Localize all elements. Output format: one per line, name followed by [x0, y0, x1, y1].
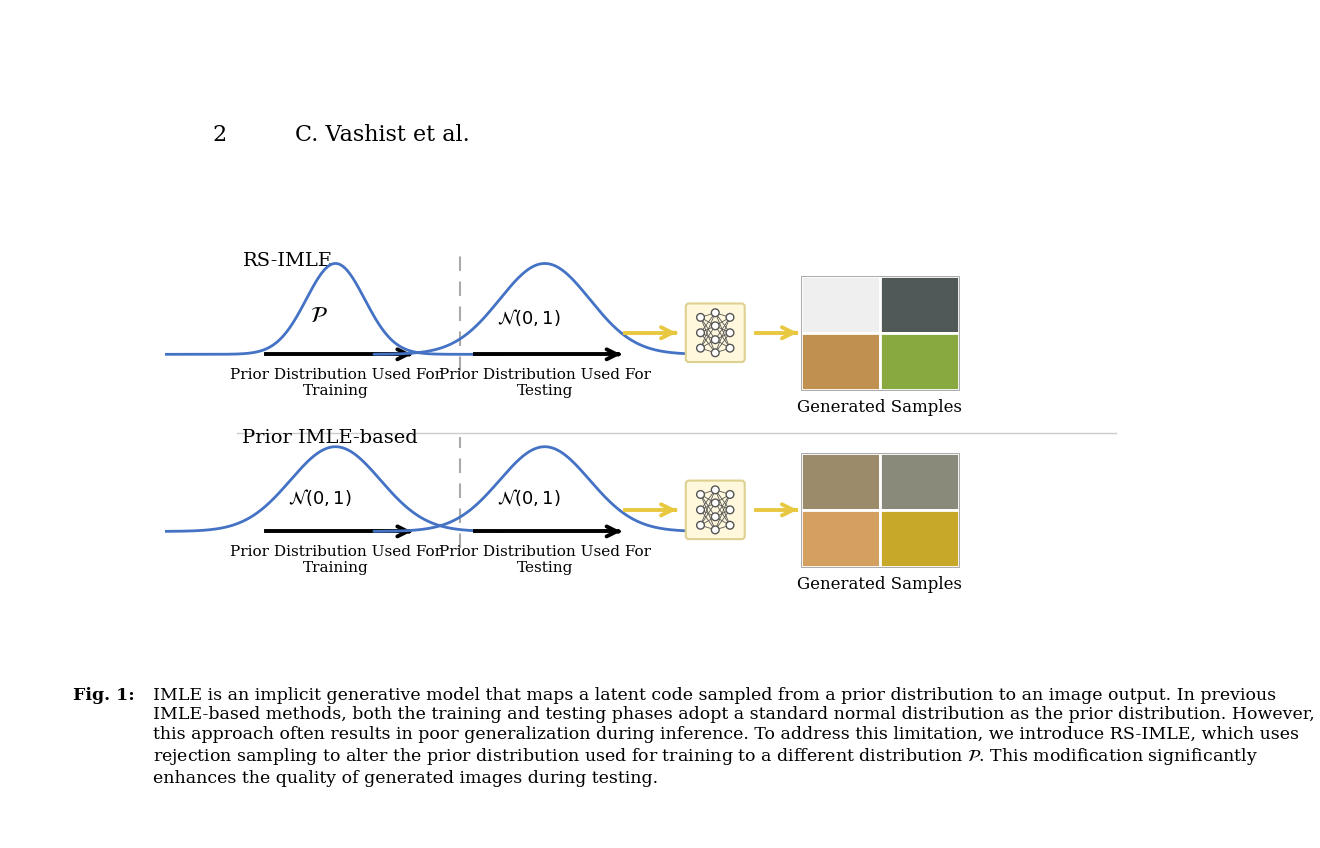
FancyBboxPatch shape: [686, 304, 744, 362]
Bar: [880, 510, 960, 566]
Circle shape: [726, 522, 734, 529]
Text: Prior Distribution Used For
Training: Prior Distribution Used For Training: [230, 368, 441, 399]
Text: C. Vashist et al.: C. Vashist et al.: [294, 124, 470, 146]
Circle shape: [711, 322, 719, 330]
Bar: [800, 453, 960, 566]
Bar: [880, 276, 960, 332]
Bar: [800, 453, 880, 510]
Circle shape: [711, 309, 719, 316]
Bar: [800, 276, 960, 390]
Circle shape: [711, 499, 719, 507]
Bar: [800, 510, 880, 566]
Circle shape: [697, 506, 705, 514]
Bar: [800, 276, 880, 332]
Text: $\mathcal{N}(0,1)$: $\mathcal{N}(0,1)$: [288, 487, 352, 508]
Circle shape: [697, 329, 705, 337]
Bar: [800, 332, 880, 390]
Text: 2: 2: [213, 124, 226, 146]
Circle shape: [711, 336, 719, 343]
Circle shape: [726, 506, 734, 514]
Text: Generated Samples: Generated Samples: [797, 399, 962, 416]
Text: Prior Distribution Used For
Testing: Prior Distribution Used For Testing: [438, 545, 651, 576]
FancyBboxPatch shape: [686, 481, 744, 539]
Circle shape: [711, 349, 719, 357]
Circle shape: [726, 314, 734, 321]
Circle shape: [726, 344, 734, 352]
Circle shape: [711, 486, 719, 494]
Circle shape: [711, 513, 719, 521]
Circle shape: [697, 344, 705, 352]
Text: $\mathcal{N}(0,1)$: $\mathcal{N}(0,1)$: [498, 307, 561, 328]
Text: $\mathcal{P}$: $\mathcal{P}$: [310, 304, 327, 326]
Text: IMLE is an implicit generative model that maps a latent code sampled from a prio: IMLE is an implicit generative model tha…: [153, 687, 1315, 787]
Text: Generated Samples: Generated Samples: [797, 576, 962, 593]
Text: Prior Distribution Used For
Training: Prior Distribution Used For Training: [230, 545, 441, 576]
Bar: [880, 453, 960, 510]
Text: Fig. 1:: Fig. 1:: [73, 687, 135, 704]
Text: Prior Distribution Used For
Testing: Prior Distribution Used For Testing: [438, 368, 651, 399]
Circle shape: [697, 522, 705, 529]
Circle shape: [697, 491, 705, 499]
Bar: [880, 332, 960, 390]
Text: RS-IMLE: RS-IMLE: [243, 252, 333, 270]
Text: $\mathcal{N}(0,1)$: $\mathcal{N}(0,1)$: [498, 487, 561, 508]
Circle shape: [726, 491, 734, 499]
Circle shape: [697, 314, 705, 321]
Circle shape: [726, 329, 734, 337]
Circle shape: [711, 526, 719, 533]
Text: Prior IMLE-based: Prior IMLE-based: [243, 429, 418, 447]
